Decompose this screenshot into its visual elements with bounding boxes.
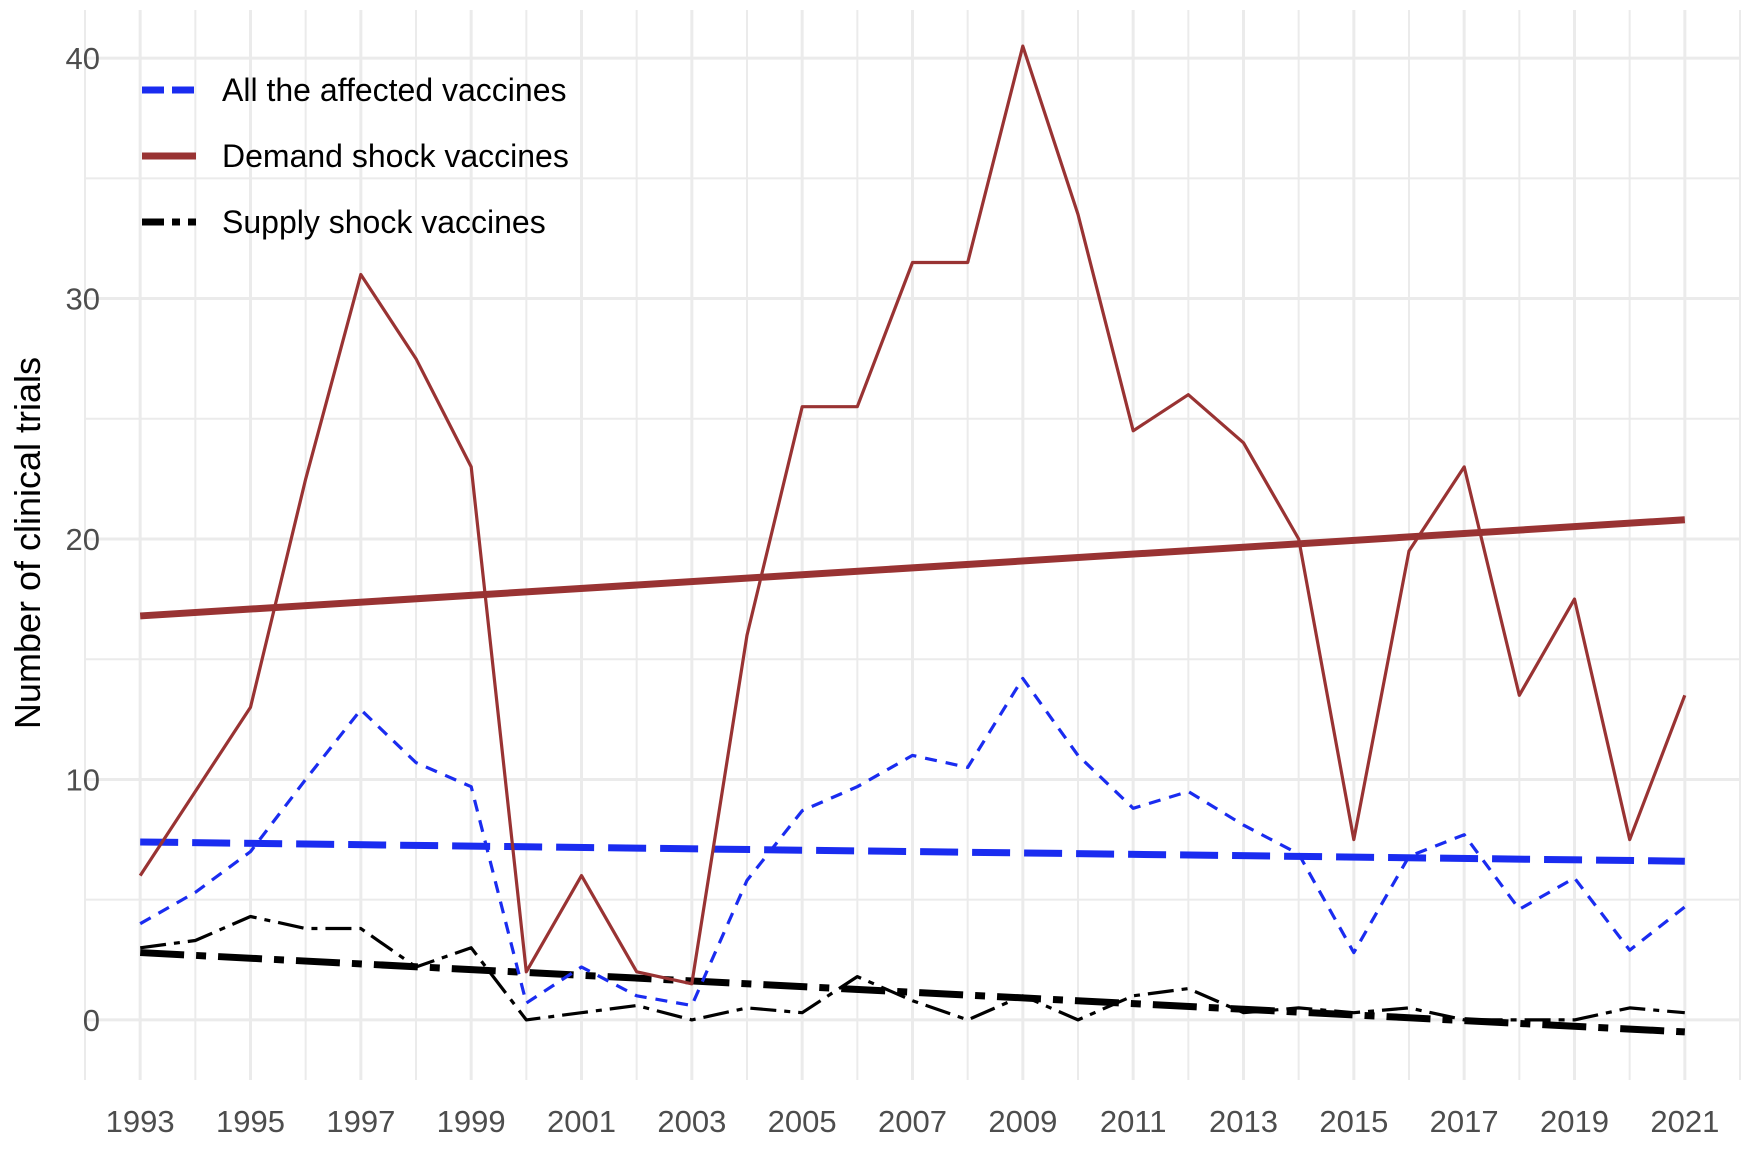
y-tick-label: 30 [66,282,100,317]
series-line-2 [139,914,1685,1022]
trend-lines [139,516,1686,1036]
x-axis-ticks: 1993 1995 1997 1999 2001 2003 2005 2007 2009 2011… [106,1104,1720,1139]
x-tick-label: 1997 [326,1104,395,1139]
x-tick-label: 2011 [1100,1104,1167,1139]
legend-label: Demand shock vaccines [222,138,569,174]
x-tick-label: 2017 [1430,1104,1499,1139]
y-axis-title: Number of clinical trials [7,357,48,729]
y-tick-label: 10 [66,762,100,797]
y-tick-label: 20 [66,522,100,557]
x-tick-label: 1999 [437,1104,506,1139]
x-tick-label: 2021 [1650,1104,1719,1139]
legend: All the affected vaccines Demand shock va… [142,72,569,240]
x-tick-label: 2009 [988,1104,1057,1139]
y-tick-label: 40 [66,41,100,76]
legend-label: All the affected vaccines [222,72,567,108]
trend-line-2 [139,949,1686,1036]
x-tick-label: 2015 [1319,1104,1388,1139]
legend-label: Supply shock vaccines [222,204,546,240]
legend-item: All the affected vaccines [142,72,567,108]
x-tick-label: 2013 [1209,1104,1278,1139]
series-lines [138,44,1687,1022]
x-tick-label: 2007 [878,1104,947,1139]
series-line-0 [139,676,1686,1008]
y-tick-label: 0 [83,1003,100,1038]
y-axis-ticks: 0 10 20 30 40 [66,41,100,1038]
trend-line-1 [139,516,1686,620]
grid-lines [84,10,1741,1080]
x-tick-label: 1993 [106,1104,175,1139]
x-tick-label: 2005 [768,1104,837,1139]
series-line-1 [138,44,1687,986]
x-tick-label: 2003 [657,1104,726,1139]
x-tick-label: 1995 [216,1104,285,1139]
legend-item: Supply shock vaccines [142,204,546,240]
x-tick-label: 2001 [547,1104,616,1139]
legend-item: Demand shock vaccines [142,138,569,174]
x-tick-label: 2019 [1540,1104,1609,1139]
